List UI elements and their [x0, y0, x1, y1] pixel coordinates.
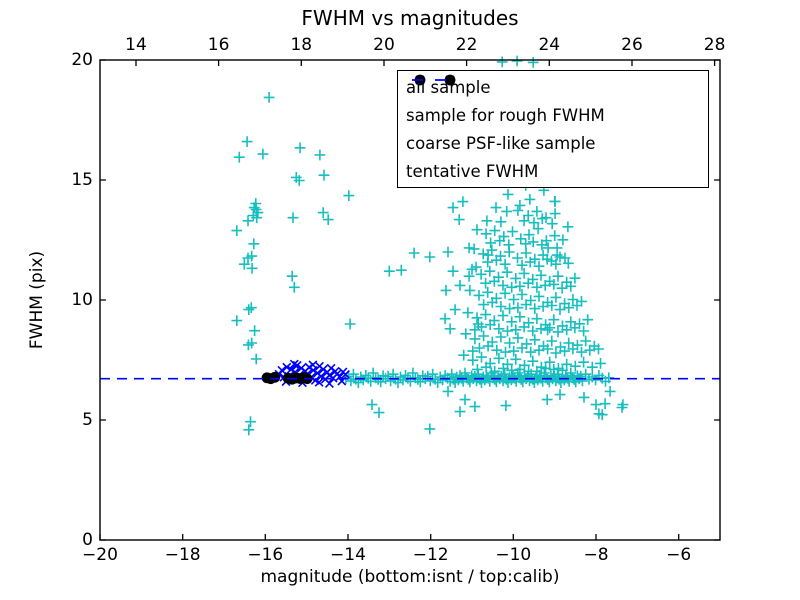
legend-label: all sample — [406, 77, 491, 97]
legend-box: all sample sample for rough FWHM coarse PS… — [397, 70, 709, 188]
y-tick-label: 10 — [71, 290, 93, 310]
y-tick-label: 0 — [82, 530, 93, 550]
x-tick-label-top: 26 — [621, 35, 643, 55]
legend-label: tentative FWHM — [406, 161, 539, 181]
x-tick-label-top: 20 — [373, 35, 395, 55]
legend-label: coarse PSF-like sample — [406, 133, 596, 153]
x-tick-label-top: 28 — [703, 35, 726, 55]
y-tick-label: 20 — [71, 50, 93, 70]
x-tick-label-bottom: −20 — [82, 545, 118, 565]
dashes-legend-icon — [412, 79, 446, 81]
y-tick-label: 5 — [82, 410, 93, 430]
chart-title: FWHM vs magnitudes — [301, 6, 519, 30]
x-tick-label-bottom: −16 — [247, 545, 284, 565]
x-tick-label-bottom: −12 — [412, 545, 449, 565]
x-tick-label-top: 14 — [125, 35, 147, 55]
x-tick-label-top: 22 — [455, 35, 478, 55]
x-tick-label-top: 24 — [538, 35, 561, 55]
axis-ticks — [99, 59, 720, 541]
x-tick-label-bottom: −18 — [164, 545, 201, 565]
x-tick-label-bottom: −14 — [330, 545, 366, 565]
legend-entry: tentative FWHM — [398, 79, 708, 185]
x-tick-label-bottom: −10 — [495, 545, 532, 565]
x-tick-label-bottom: −8 — [583, 545, 609, 565]
legend-entry: coarse PSF-like sample — [398, 74, 708, 157]
x-tick-label-top: 18 — [290, 35, 313, 55]
x-tick-label-bottom: −6 — [666, 545, 692, 565]
y-tick-label: 15 — [71, 170, 93, 190]
x-tick-label-top: 16 — [207, 35, 230, 55]
psf-sample-dot-marker — [269, 371, 281, 383]
x-axis-label: magnitude (bottom:isnt / top:calib) — [260, 567, 560, 587]
legend-entry: sample for rough FWHM — [398, 75, 708, 129]
legend-label: sample for rough FWHM — [406, 105, 605, 125]
